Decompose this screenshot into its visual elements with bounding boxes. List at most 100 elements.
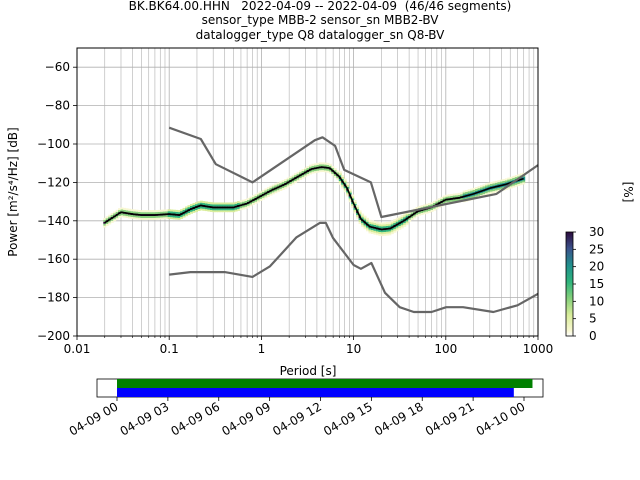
density-cell [177, 217, 181, 220]
density-cell [353, 209, 357, 212]
density-cell [209, 209, 213, 212]
density-cell [420, 212, 424, 215]
density-cell [361, 221, 365, 224]
density-cell [423, 204, 427, 207]
density-cell [294, 173, 298, 176]
density-cell [195, 208, 198, 210]
density-cell [202, 206, 206, 209]
density-cell [309, 166, 312, 169]
density-cell [393, 223, 397, 225]
density-cell [380, 230, 384, 233]
density-cell [294, 179, 298, 181]
density-cell [316, 168, 320, 171]
y-tick-label: −160 [37, 252, 70, 266]
density-cell [296, 177, 300, 180]
density-cell [167, 209, 171, 212]
density-cell [110, 213, 114, 216]
density-cell [351, 206, 355, 209]
density-cell [492, 187, 496, 190]
density-cell [388, 233, 392, 236]
density-cell [232, 210, 236, 213]
density-cell [247, 203, 250, 206]
density-cell [376, 229, 379, 232]
density-cell [356, 214, 360, 217]
density-cell [398, 224, 402, 226]
density-cell [110, 220, 114, 223]
density-cell [145, 217, 149, 220]
density-cell [219, 210, 223, 213]
density-cell [128, 208, 131, 211]
density-cell [190, 211, 193, 214]
density-cell [507, 177, 511, 180]
density-cell [413, 214, 417, 217]
density-cell [165, 217, 169, 220]
density-cell [304, 167, 308, 170]
density-cell [336, 176, 340, 179]
density-cell [138, 215, 141, 218]
density-cell [390, 230, 394, 233]
density-cell [252, 195, 255, 198]
density-cell [403, 217, 407, 220]
density-cell [252, 202, 255, 205]
timeline-bar-green [117, 379, 533, 388]
density-cell [304, 175, 308, 178]
density-cell [445, 200, 449, 203]
density-cell [331, 173, 335, 176]
density-cell [147, 210, 151, 213]
density-cell [502, 179, 506, 181]
density-cell [425, 205, 429, 208]
density-cell [452, 199, 456, 202]
density-cell [472, 191, 476, 194]
density-cell [140, 217, 144, 220]
density-cell [437, 198, 441, 201]
y-tick-label: −100 [37, 137, 70, 151]
density-cell [323, 170, 327, 173]
density-cell [343, 190, 347, 193]
density-cell [351, 196, 355, 199]
density-cell [140, 210, 144, 213]
density-cell [197, 203, 201, 206]
density-cell [333, 175, 337, 178]
density-cell [378, 222, 382, 225]
density-cell [472, 193, 476, 196]
density-cell [222, 208, 226, 211]
density-cell [447, 200, 451, 203]
density-cell [120, 213, 124, 216]
density-cell [301, 176, 305, 179]
timeline-bar-blue [117, 388, 514, 397]
density-cell [286, 177, 290, 180]
density-cell [418, 205, 422, 208]
density-cell [482, 184, 486, 187]
density-cell [190, 206, 193, 208]
density-cell [157, 211, 161, 214]
density-cell [460, 194, 464, 197]
density-cell [165, 209, 169, 212]
density-cell [522, 176, 526, 179]
density-cell [338, 179, 342, 181]
density-cell [105, 218, 109, 221]
density-cell [368, 223, 372, 226]
density-cell [378, 226, 382, 229]
density-cell [457, 194, 461, 197]
density-cell [388, 225, 392, 228]
density-cell [204, 209, 208, 212]
density-cell [343, 178, 347, 181]
density-cell [373, 224, 377, 227]
density-cell [157, 215, 161, 218]
density-cell [182, 209, 186, 212]
density-cell [212, 208, 216, 211]
density-cell [519, 173, 523, 176]
density-cell [224, 210, 228, 213]
density-cell [157, 217, 161, 220]
density-cell [343, 180, 347, 183]
density-cell [135, 211, 139, 214]
density-cell [155, 217, 159, 220]
density-cell [152, 210, 156, 213]
density-cell [433, 200, 436, 203]
density-cell [415, 207, 419, 209]
density-cell [110, 218, 114, 221]
density-cell [237, 203, 241, 205]
density-cell [167, 215, 171, 217]
density-cell [239, 202, 243, 205]
